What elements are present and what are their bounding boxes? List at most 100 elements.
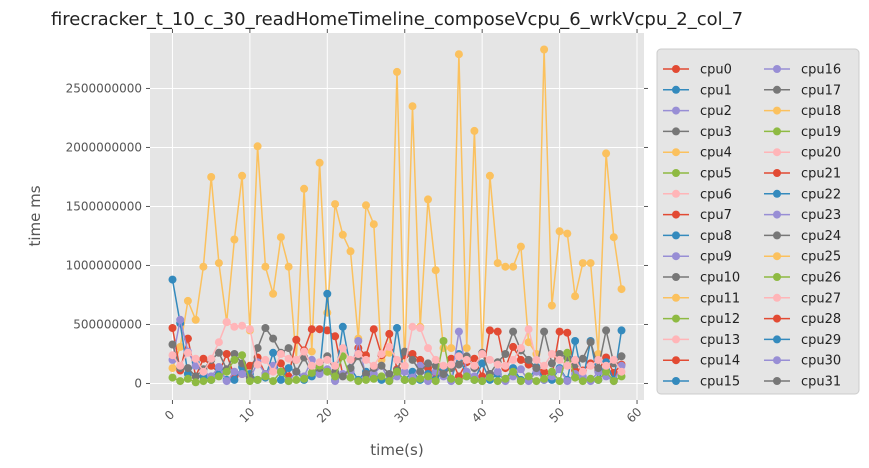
legend-label: cpu10: [700, 271, 740, 286]
data-point-cpu24: [408, 355, 417, 364]
data-point-cpu23: [214, 363, 223, 371]
legend-label: cpu26: [801, 271, 841, 286]
data-point-cpu27: [238, 321, 247, 330]
data-point-cpu27: [478, 350, 487, 358]
data-point-cpu21: [385, 329, 394, 338]
data-point-cpu22: [323, 289, 332, 298]
data-point-cpu11: [571, 292, 580, 301]
legend-swatch-marker: [672, 293, 680, 302]
data-point-cpu24: [547, 359, 556, 368]
data-point-cpu27: [300, 347, 309, 356]
legend-label: cpu1: [700, 83, 732, 98]
data-point-cpu26: [454, 377, 463, 386]
legend-swatch-marker: [773, 106, 781, 115]
data-point-cpu11: [315, 158, 324, 167]
data-point-cpu23: [516, 365, 525, 374]
legend-label: cpu30: [801, 354, 841, 369]
legend-item-cpu25: cpu25: [764, 250, 841, 265]
data-point-cpu27: [617, 367, 626, 376]
data-point-cpu11: [524, 338, 533, 347]
data-point-cpu22: [478, 359, 487, 368]
data-point-cpu26: [191, 378, 200, 387]
legend-item-cpu21: cpu21: [764, 167, 841, 182]
data-point-cpu11: [540, 45, 549, 54]
legend-label: cpu14: [700, 354, 740, 369]
data-point-cpu27: [183, 348, 192, 357]
data-point-cpu11: [362, 201, 370, 210]
data-point-cpu27: [307, 361, 316, 370]
data-point-cpu24: [168, 340, 177, 349]
legend-swatch-marker: [773, 65, 781, 73]
data-point-cpu11: [214, 259, 223, 268]
data-point-cpu21: [516, 355, 525, 364]
data-point-cpu27: [470, 361, 479, 370]
data-point-cpu11: [284, 262, 293, 271]
data-point-cpu26: [346, 373, 355, 382]
data-point-cpu26: [176, 377, 185, 386]
legend-label: cpu7: [700, 208, 732, 223]
data-point-cpu27: [400, 361, 409, 370]
data-point-cpu27: [377, 350, 386, 358]
legend-label: cpu21: [801, 167, 841, 182]
data-point-cpu24: [183, 364, 192, 373]
data-point-cpu21: [168, 324, 177, 332]
data-point-cpu27: [454, 352, 463, 361]
data-point-cpu27: [354, 350, 363, 358]
data-point-cpu27: [416, 324, 425, 332]
legend-label: cpu19: [801, 125, 841, 140]
legend-item-cpu27: cpu27: [764, 291, 841, 306]
data-point-cpu11: [230, 235, 239, 244]
data-point-cpu27: [207, 354, 216, 363]
data-point-cpu24: [586, 338, 595, 347]
legend-swatch-marker: [672, 106, 680, 115]
legend-item-cpu30: cpu30: [764, 354, 841, 369]
legend-label: cpu9: [700, 250, 732, 265]
legend-label: cpu27: [801, 291, 841, 306]
legend-swatch-marker: [773, 231, 781, 240]
legend-swatch-marker: [773, 210, 781, 219]
legend-swatch-marker: [773, 189, 781, 198]
data-point-cpu24: [253, 344, 262, 353]
data-point-cpu26: [377, 372, 386, 381]
legend-swatch-marker: [672, 314, 680, 323]
legend-label: cpu16: [801, 63, 841, 78]
data-point-cpu24: [501, 350, 510, 358]
legend-item-cpu5: cpu5: [663, 167, 732, 182]
data-point-cpu26: [207, 375, 216, 384]
legend-label: cpu25: [801, 250, 841, 265]
data-point-cpu26: [183, 374, 192, 383]
data-point-cpu24: [555, 350, 564, 358]
data-point-cpu11: [408, 102, 417, 111]
data-point-cpu26: [547, 367, 556, 376]
data-point-cpu26: [300, 374, 309, 383]
data-point-cpu21: [470, 354, 479, 363]
data-point-cpu26: [385, 377, 394, 386]
data-point-cpu11: [207, 173, 216, 181]
data-point-cpu11: [183, 296, 192, 305]
data-point-cpu22: [393, 324, 401, 332]
data-point-cpu11: [191, 315, 200, 324]
data-point-cpu27: [315, 358, 324, 367]
data-point-cpu27: [563, 361, 572, 370]
y-tick-label: 500000000: [73, 317, 142, 331]
data-point-cpu27: [214, 338, 223, 347]
data-point-cpu24: [439, 370, 448, 378]
legend-item-cpu1: cpu1: [663, 83, 732, 98]
data-point-cpu22: [269, 348, 278, 357]
data-point-cpu27: [346, 355, 355, 364]
data-point-cpu27: [385, 342, 394, 351]
legend-swatch-marker: [672, 65, 680, 73]
x-axis-label: time(s): [370, 441, 423, 459]
data-point-cpu27: [602, 361, 611, 370]
data-point-cpu23: [563, 377, 572, 386]
legend-item-cpu7: cpu7: [663, 208, 732, 223]
data-point-cpu11: [493, 259, 502, 268]
data-point-cpu24: [602, 326, 611, 335]
legend-label: cpu0: [700, 63, 732, 78]
data-point-cpu26: [555, 377, 564, 386]
data-point-cpu24: [292, 367, 301, 376]
legend-label: cpu11: [700, 291, 740, 306]
series-cpu27: [168, 318, 626, 376]
data-point-cpu27: [222, 318, 231, 327]
legend-swatch-marker: [773, 314, 781, 323]
